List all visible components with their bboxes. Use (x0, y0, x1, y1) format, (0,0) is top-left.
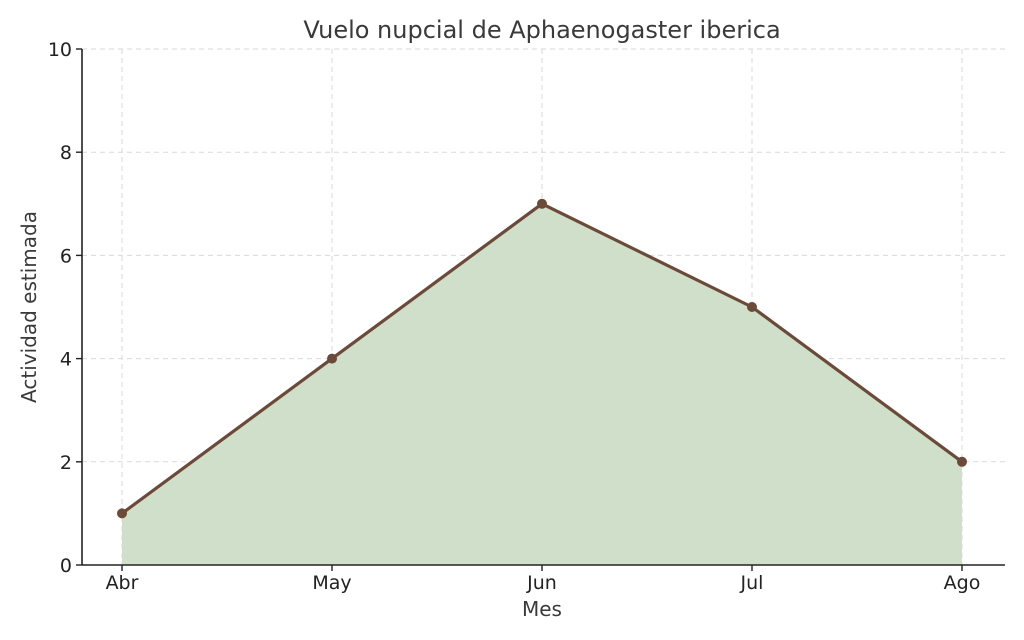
x-tick-label: Jul (740, 572, 764, 594)
y-tick-label: 10 (48, 39, 72, 61)
x-tick-label: Abr (106, 572, 139, 594)
x-tick-label: Jun (526, 572, 557, 594)
x-ticks: Abr May Jun Jul Ago (106, 565, 981, 594)
y-tick-label: 6 (60, 245, 72, 267)
x-tick-label: May (312, 572, 351, 594)
y-tick-label: 0 (60, 555, 72, 577)
y-tick-label: 8 (60, 142, 72, 164)
data-point-abr (117, 508, 127, 519)
y-tick-label: 2 (60, 452, 72, 474)
data-point-may (327, 353, 337, 364)
data-point-jun (537, 198, 547, 209)
area-fill (122, 203, 962, 566)
x-tick-label: Ago (944, 572, 981, 594)
y-ticks: 0 2 4 6 8 10 (48, 39, 82, 577)
y-axis-label: Actividad estimada (17, 211, 41, 403)
data-markers (117, 198, 967, 519)
data-point-ago (957, 456, 967, 467)
y-tick-label: 4 (60, 349, 72, 371)
data-point-jul (747, 302, 757, 312)
x-axis-label: Mes (522, 597, 562, 621)
chart-title: Vuelo nupcial de Aphaenogaster iberica (303, 16, 780, 44)
